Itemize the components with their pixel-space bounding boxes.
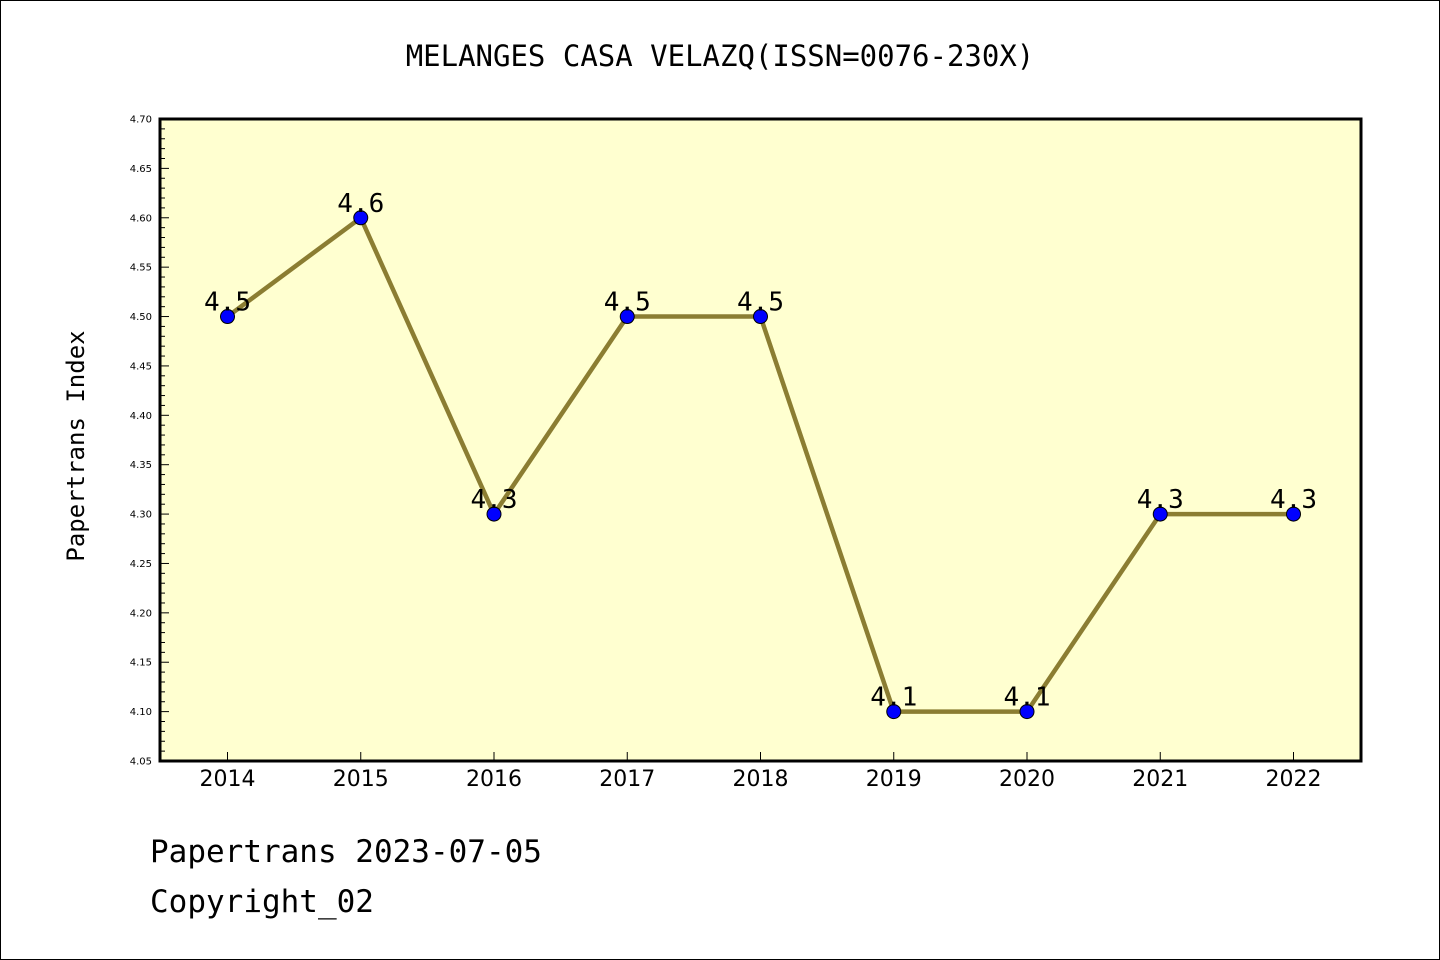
y-tick-label: 4.15 <box>130 658 152 669</box>
y-tick-label: 4.40 <box>130 411 152 422</box>
data-label: 4.3 <box>471 485 518 515</box>
y-tick-label: 4.50 <box>130 312 152 323</box>
y-tick-label: 4.60 <box>130 213 152 224</box>
data-point <box>353 210 369 226</box>
footer-source-date: Papertrans 2023-07-05 <box>150 834 542 870</box>
data-label: 4.5 <box>204 288 251 318</box>
data-label: 4.5 <box>737 288 784 318</box>
data-label: 4.6 <box>337 189 384 219</box>
x-tick-label: 2020 <box>999 767 1055 792</box>
plot-area <box>158 117 1363 763</box>
data-label: 4.1 <box>870 683 917 713</box>
data-point <box>220 309 235 325</box>
x-tick-label: 2017 <box>599 767 655 792</box>
data-label: 4.3 <box>1137 485 1184 515</box>
y-tick-label: 4.65 <box>130 164 152 175</box>
data-point <box>486 506 502 522</box>
x-tick-label: 2015 <box>333 767 389 792</box>
y-axis-label: Papertrans Index <box>62 330 90 561</box>
y-tick-label: 4.25 <box>130 559 152 570</box>
chart-title: MELANGES CASA VELAZQ(ISSN=0076-230X) <box>406 39 1035 73</box>
data-point <box>886 704 902 720</box>
y-tick-label: 4.30 <box>130 510 152 521</box>
x-tick-label: 2022 <box>1266 767 1322 792</box>
x-tick-label: 2016 <box>466 767 522 792</box>
footer-copyright: Copyright_02 <box>150 884 374 920</box>
x-axis-ticks: 2014 2015 2016 2017 2018 2019 2020 2021 2022 <box>200 752 1322 792</box>
y-axis-ticks: 4.05 4.10 4.15 4.20 4.25 4.30 4.35 4.40 4.45 4.50… <box>130 115 169 768</box>
data-point <box>753 309 768 325</box>
x-tick-label: 2014 <box>200 767 256 792</box>
data-point <box>1019 704 1035 720</box>
data-point <box>1152 506 1168 522</box>
y-tick-label: 4.55 <box>130 263 152 274</box>
data-label: 4.1 <box>1004 683 1051 713</box>
x-tick-label: 2018 <box>733 767 789 792</box>
x-tick-label: 2019 <box>866 767 922 792</box>
y-tick-label: 4.35 <box>130 460 152 471</box>
data-point <box>619 309 635 325</box>
y-tick-label: 4.20 <box>130 608 152 619</box>
data-label: 4.3 <box>1270 485 1317 515</box>
data-label: 4.5 <box>604 288 651 318</box>
y-tick-label: 4.05 <box>130 757 152 768</box>
data-point <box>1286 506 1301 522</box>
y-tick-label: 4.70 <box>130 115 152 126</box>
y-tick-label: 4.45 <box>130 361 152 372</box>
x-tick-label: 2021 <box>1132 767 1188 792</box>
y-tick-label: 4.10 <box>130 707 152 718</box>
series-group: 4.5 4.6 4.3 4.5 4.5 4.1 4.1 4.3 4.3 <box>204 189 1317 720</box>
